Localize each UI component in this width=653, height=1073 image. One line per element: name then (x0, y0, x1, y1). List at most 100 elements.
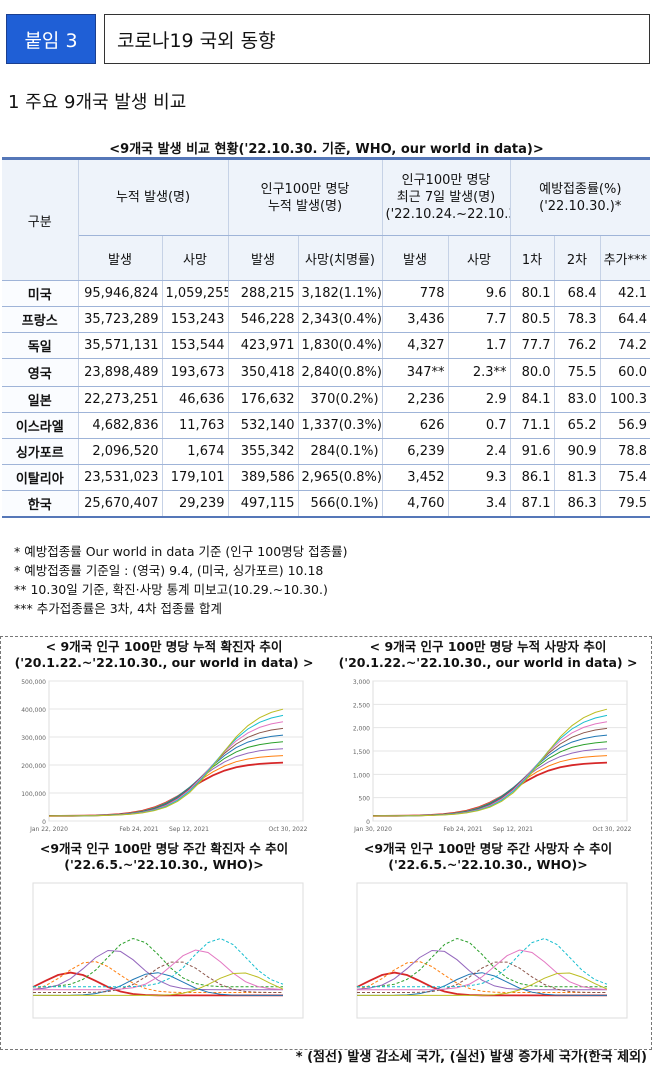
group-header: 예방접종률(%) ('22.10.30.)* (510, 157, 651, 236)
cell: 95,946,824 (78, 280, 163, 307)
cell: 81.3 (554, 464, 601, 491)
row: 독일 35,571,131 153,544 423,971 1,830(0.4%) 4,3… (2, 332, 651, 359)
cell: 75.5 (554, 358, 601, 387)
cell: 626 (382, 412, 449, 439)
cell: 389,586 (228, 464, 299, 491)
chart-image: 0 100,000 200,000 300,000 400,000 500,000 Jan … (21, 679, 308, 833)
sub-header: 추가*** (600, 235, 651, 281)
cell: 350,418 (228, 358, 299, 387)
chart-image (356, 882, 628, 1019)
row: 프랑스 35,723,289 153,243 546,228 2,343(0.4%) 3,… (2, 306, 651, 333)
illustrative-line (356, 960, 607, 993)
cell: 3,436 (382, 306, 449, 333)
illustrative-line (32, 960, 283, 993)
figure-title: ('22.6.5.~'22.10.30., WHO)> (64, 857, 264, 872)
figure: <9개국 인구 100만 명당 주간 사망자 수 추이 ('22.6.5.~'22… (327, 841, 649, 1046)
illustrative-line (356, 937, 607, 988)
y-tick-label: 3,000 (353, 679, 370, 686)
cell: 35,723,289 (78, 306, 163, 333)
country: 일본 (2, 386, 79, 413)
row: 싱가포르 2,096,520 1,674 355,342 284(0.1%) 6,239 2… (2, 438, 651, 465)
note: ** 10.30일 기준, 확진·사망 통계 미보고(10.29.~10.30.… (14, 582, 328, 597)
row: 미국 95,946,824 1,059,255 288,215 3,182(1.1%) 7… (2, 280, 651, 307)
cell: 79.5 (600, 490, 651, 518)
cell: 76.2 (554, 332, 601, 359)
cell: 29,239 (162, 490, 229, 518)
chart-image: 0 500 1,000 1,500 2,000 2,500 3,000 Jan 30, 202… (353, 679, 632, 833)
comparison-table: 구분 누적 발생(명) 인구100만 명당 누적 발생(명) 인구100만 명당 최근 7… (2, 157, 651, 518)
country: 이스라엘 (2, 412, 79, 439)
y-tick-label: 1,000 (353, 772, 370, 779)
plot-area (32, 882, 304, 1019)
footnote: * (점선) 발생 감소세 국가, (실선) 발생 증가세 국가(한국 제외) (295, 1050, 647, 1065)
stub: 구분 (2, 157, 79, 281)
figure-title: < 9개국 인구 100만 명당 누적 확진자 추이 (45, 639, 283, 654)
illustrative-line (32, 937, 283, 988)
cell: 9.6 (448, 280, 511, 307)
cell: 78.8 (600, 438, 651, 465)
y-tick-label: 400,000 (21, 707, 46, 714)
note: * 예방접종률 Our world in data 기준 (인구 100명당 접… (14, 544, 348, 559)
cell: 6,239 (382, 438, 449, 465)
cell: 3.4 (448, 490, 511, 518)
header-line: ('22.10.24.~22.10.30.) (385, 207, 510, 222)
cell: 56.9 (600, 412, 651, 439)
x-tick-label: Oct 30, 2022 (269, 826, 308, 833)
figure: < 9개국 인구 100만 명당 누적 확진자 추이 ('20.1.22.~'22… (3, 639, 325, 844)
cell: 60.0 (600, 358, 651, 387)
illustrative-line (357, 961, 607, 993)
cell: 65.2 (554, 412, 601, 439)
cell: 91.6 (510, 438, 555, 465)
cell: 288,215 (228, 280, 299, 307)
cell: 153,243 (162, 306, 229, 333)
cell: 566(0.1%) (298, 490, 383, 518)
sub-header: 사망 (448, 235, 511, 281)
cell: 193,673 (162, 358, 229, 387)
cell: 80.5 (510, 306, 555, 333)
cell: 4,327 (382, 332, 449, 359)
y-tick-label: 500 (359, 796, 371, 803)
cell: 1,337(0.3%) (298, 412, 383, 439)
country: 독일 (2, 332, 79, 359)
y-tick-label: 200,000 (21, 763, 46, 770)
cell: 370(0.2%) (298, 386, 383, 413)
cell: 2.3** (448, 358, 511, 387)
y-tick-label: 1,500 (353, 749, 370, 756)
sub-header: 2차 (554, 235, 601, 281)
plot-area (356, 882, 628, 1019)
group-header: 누적 발생(명) (78, 157, 229, 236)
cell: 355,342 (228, 438, 299, 465)
x-tick-label: Jan 30, 2020 (353, 826, 392, 833)
sub-header: 1차 (510, 235, 555, 281)
illustrative-line (372, 708, 608, 817)
x-tick-label: Feb 24, 2021 (443, 826, 482, 833)
cell: 778 (382, 280, 449, 307)
header-line: 예방접종률(%) (539, 181, 622, 197)
illustrative-line (33, 937, 284, 988)
header-line: 최근 7일 발생(명) (396, 190, 496, 205)
country: 미국 (2, 280, 79, 307)
title: 코로나19 국외 동향 (104, 14, 650, 64)
y-tick-label: 500,000 (21, 679, 46, 686)
illustrative-line (33, 961, 283, 993)
note: *** 추가접종률은 3차, 4차 접종률 합계 (14, 601, 222, 616)
cell: 2.9 (448, 386, 511, 413)
y-tick-label: 0 (42, 819, 46, 826)
cell: 176,632 (228, 386, 299, 413)
chart-image (32, 882, 304, 1019)
group-header: 인구100만 명당 누적 발생(명) (228, 157, 383, 236)
sub-header: 사망 (162, 235, 229, 281)
cell: 11,763 (162, 412, 229, 439)
cell: 1,830(0.4%) (298, 332, 383, 359)
cell: 78.3 (554, 306, 601, 333)
cell: 25,670,407 (78, 490, 163, 518)
cell: 497,115 (228, 490, 299, 518)
cell: 87.1 (510, 490, 555, 518)
figures: < 9개국 인구 100만 명당 누적 확진자 추이 ('20.1.22.~'22… (0, 636, 652, 1050)
note: * 예방접종률 기준일 : (영국) 9.4, (미국, 싱가포르) 10.18 (14, 563, 324, 578)
cell: 80.1 (510, 280, 555, 307)
illustrative-line (48, 708, 284, 817)
sub-header: 발생 (78, 235, 163, 281)
country: 영국 (2, 358, 79, 387)
cell: 1,674 (162, 438, 229, 465)
